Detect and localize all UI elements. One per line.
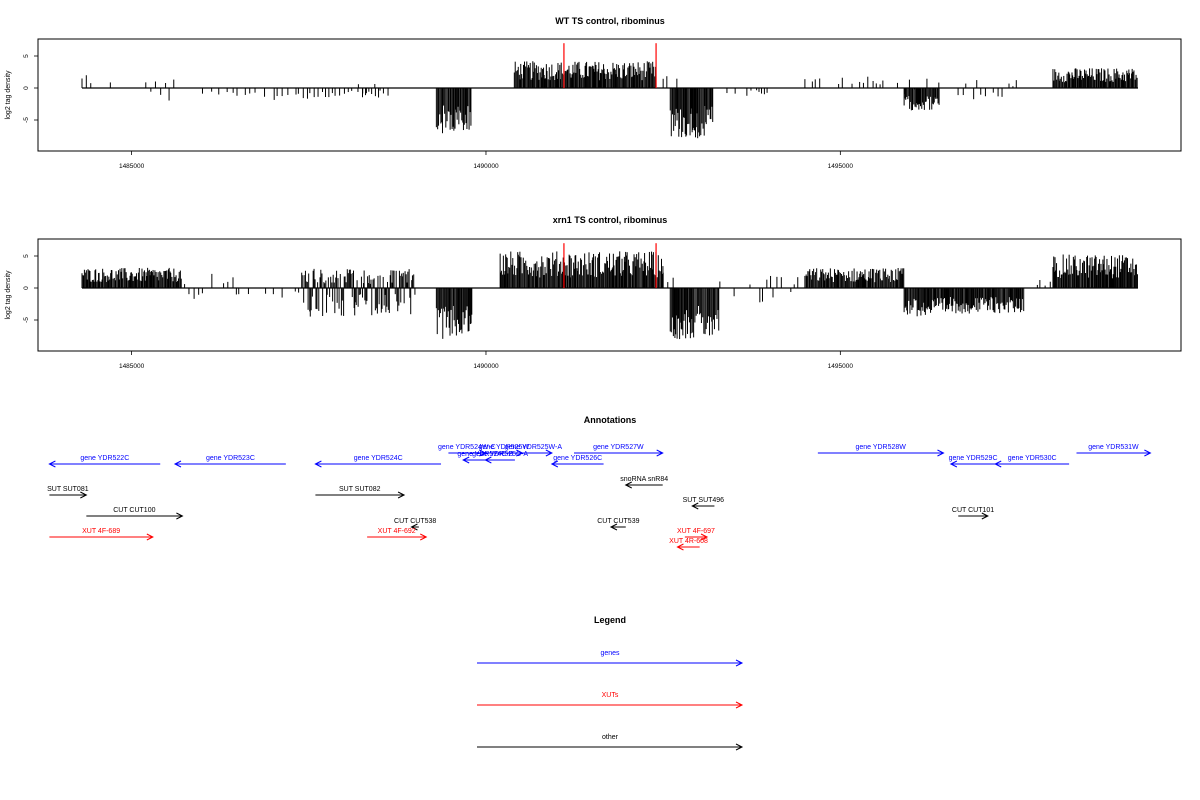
feature-arrow-head bbox=[700, 533, 709, 541]
feature-label: snoRNA snR84 bbox=[620, 476, 668, 483]
feature-label: gene YDR527W bbox=[593, 444, 644, 451]
feature-label: CUT CUT539 bbox=[597, 518, 639, 525]
xrn1-y-ticks: -5 0 5 bbox=[23, 254, 38, 323]
x-tick-label: 1490000 bbox=[473, 363, 499, 370]
xrn1-y-axis-label: log2 tag density bbox=[5, 270, 12, 320]
annotations-title: Annotations bbox=[584, 415, 637, 425]
xrn1-track-title: xrn1 TS control, ribominus bbox=[553, 215, 668, 225]
x-tick-label: 1490000 bbox=[473, 163, 499, 170]
feature-arrow-head bbox=[176, 512, 184, 520]
wt-density-bars bbox=[81, 61, 1138, 139]
feature-label: CUT CUT100 bbox=[113, 507, 155, 514]
legend-entries: genes XUTs other bbox=[477, 650, 744, 751]
annotations-panel: Annotations gene YDR522C gene YDR523C gene… bbox=[47, 415, 1152, 551]
y-tick-label: 0 bbox=[23, 286, 30, 290]
x-tick-label: 1485000 bbox=[119, 163, 145, 170]
feature-arrow-head bbox=[314, 460, 322, 468]
feature-arrow-head bbox=[735, 701, 744, 709]
feature-label: gene YDR530C bbox=[1008, 455, 1057, 462]
feature-arrow-head bbox=[1144, 449, 1152, 457]
feature-label: CUT CUT101 bbox=[952, 507, 994, 514]
feature-arrow-head bbox=[949, 460, 958, 468]
feature-arrow-head bbox=[48, 460, 56, 468]
y-tick-label: 0 bbox=[23, 86, 30, 90]
xrn1-track-panel: xrn1 TS control, ribominus log2 tag dens… bbox=[5, 215, 1182, 370]
feature-label: gene YDR524C bbox=[354, 455, 403, 462]
feature-arrow-head bbox=[937, 449, 945, 457]
feature-arrow-head bbox=[656, 449, 664, 457]
feature-arrow-head bbox=[994, 460, 1002, 468]
legend-entry-label: genes bbox=[600, 650, 620, 657]
feature-label: XUT 4F-689 bbox=[82, 528, 120, 535]
feature-label: SUT SUT496 bbox=[683, 497, 725, 504]
xrn1-density-bars bbox=[81, 251, 1138, 340]
feature-arrow-head bbox=[146, 533, 154, 541]
legend-panel: Legend genes XUTs other bbox=[477, 615, 744, 751]
feature-label: XUT 4F-692 bbox=[378, 528, 416, 535]
feature-label: CUT CUT538 bbox=[394, 518, 436, 525]
feature-label: gene YDR523C bbox=[206, 455, 255, 462]
feature-arrow-head bbox=[397, 491, 406, 499]
x-tick-label: 1495000 bbox=[828, 163, 854, 170]
feature-label: SUT SUT081 bbox=[47, 486, 89, 493]
legend-entry-label: XUTs bbox=[602, 692, 619, 699]
feature-arrow-head bbox=[735, 743, 744, 751]
feature-arrow-head bbox=[624, 481, 632, 489]
x-tick-label: 1485000 bbox=[119, 363, 145, 370]
legend-title: Legend bbox=[594, 615, 626, 625]
feature-arrow-head bbox=[410, 523, 418, 531]
feature-arrow-head bbox=[550, 460, 559, 468]
feature-label: gene YDR525W bbox=[479, 444, 530, 451]
annotation-features: gene YDR522C gene YDR523C gene YDR524C gene… bbox=[47, 444, 1152, 551]
wt-plot-frame bbox=[37, 38, 1182, 152]
feature-label: gene YDR531W bbox=[1088, 444, 1139, 451]
xrn1-plot-frame bbox=[37, 238, 1182, 352]
feature-label: gene YDR524C-B bbox=[457, 451, 513, 458]
feature-arrow-head bbox=[691, 502, 699, 510]
feature-label: gene YDR528W bbox=[855, 444, 906, 451]
feature-arrow-head bbox=[735, 659, 744, 667]
wt-y-ticks: -5 0 5 bbox=[23, 54, 38, 123]
wt-x-ticks: 1485000 1490000 1495000 bbox=[119, 151, 853, 170]
feature-arrow-head bbox=[981, 512, 989, 520]
feature-label: gene YDR525C-A bbox=[472, 451, 528, 458]
feature-label: gene YDR524W-C bbox=[438, 444, 496, 451]
feature-arrow-head bbox=[462, 456, 470, 464]
xrn1-x-ticks: 1485000 1490000 1495000 bbox=[119, 351, 853, 370]
feature-label: XUT 4R-608 bbox=[669, 538, 708, 545]
feature-arrow-head bbox=[609, 523, 618, 531]
xrn1-highlight-lines bbox=[563, 243, 657, 288]
y-tick-label: -5 bbox=[23, 317, 30, 323]
feature-arrow-head bbox=[80, 491, 88, 499]
feature-label: XUT 4F-697 bbox=[677, 528, 715, 535]
wt-y-axis-label: log2 tag density bbox=[5, 70, 12, 120]
feature-arrow-head bbox=[545, 449, 553, 457]
feature-label: gene YDR529C bbox=[949, 455, 998, 462]
feature-arrow-head bbox=[173, 460, 182, 468]
y-tick-label: 5 bbox=[23, 254, 30, 258]
y-tick-label: -5 bbox=[23, 117, 30, 123]
feature-arrow-head bbox=[420, 533, 428, 541]
feature-label: SUT SUT082 bbox=[339, 486, 381, 493]
y-tick-label: 5 bbox=[23, 54, 30, 58]
feature-arrow-head bbox=[484, 456, 492, 464]
feature-label: gene YDR522C bbox=[80, 455, 129, 462]
feature-label: gene YDR526C bbox=[553, 455, 602, 462]
wt-track-title: WT TS control, ribominus bbox=[555, 16, 665, 26]
feature-arrow-head bbox=[676, 543, 684, 551]
legend-entry-label: other bbox=[602, 734, 619, 741]
x-tick-label: 1495000 bbox=[828, 363, 854, 370]
feature-label: gene YDR525W-A bbox=[505, 444, 563, 451]
wt-track-panel: WT TS control, ribominus log2 tag densit… bbox=[5, 16, 1182, 170]
wt-highlight-lines bbox=[563, 43, 657, 88]
